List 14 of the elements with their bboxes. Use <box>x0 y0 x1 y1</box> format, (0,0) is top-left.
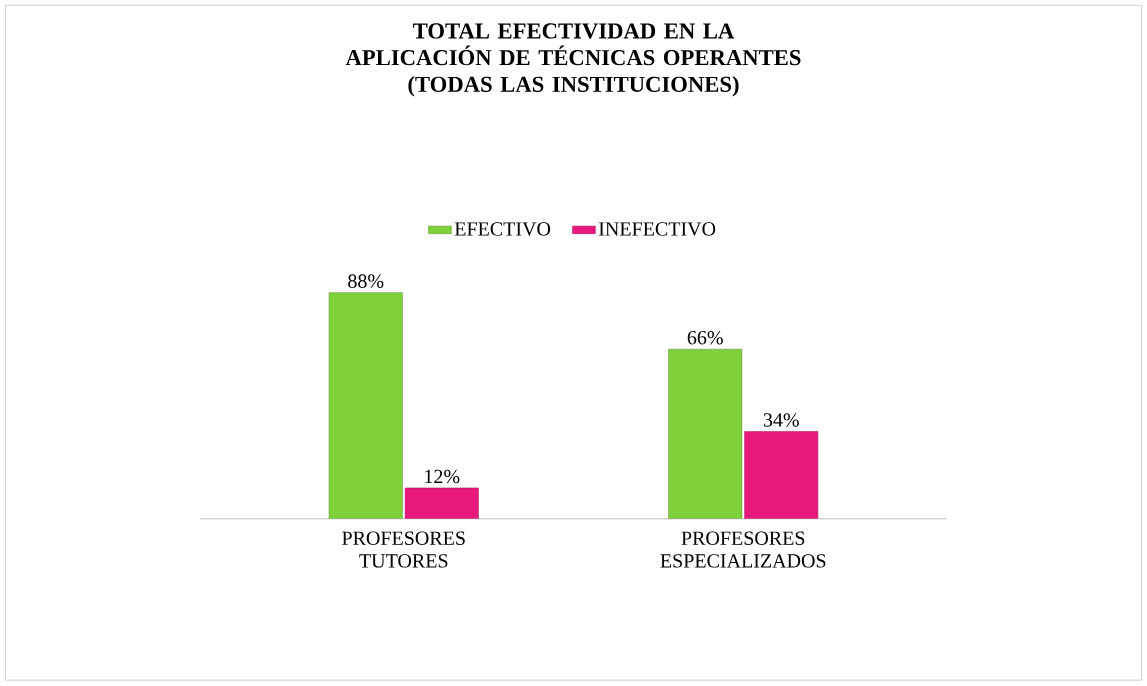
bar <box>668 349 743 520</box>
data-label: 88% <box>348 274 384 289</box>
bar <box>404 487 479 520</box>
x-tick-label: PROFESORES ESPECIALIZADOS <box>660 531 826 568</box>
data-label: 66% <box>687 331 723 345</box>
bar <box>328 292 403 520</box>
x-tick-label: PROFESORES TUTORES <box>342 531 465 568</box>
chart-subtitle: (TODAS LAS INSTITUCIONES) <box>408 76 739 97</box>
legend-label: EFECTIVO <box>454 222 551 237</box>
chart-title: TOTAL EFECTIVIDAD EN LA APLICACIÓN DE TÉCNICAS OPERANTES <box>345 23 801 66</box>
legend-label: INEFECTIVO <box>598 222 716 237</box>
data-label: 34% <box>763 413 799 427</box>
bar <box>744 431 819 520</box>
data-label: 12% <box>425 469 460 484</box>
